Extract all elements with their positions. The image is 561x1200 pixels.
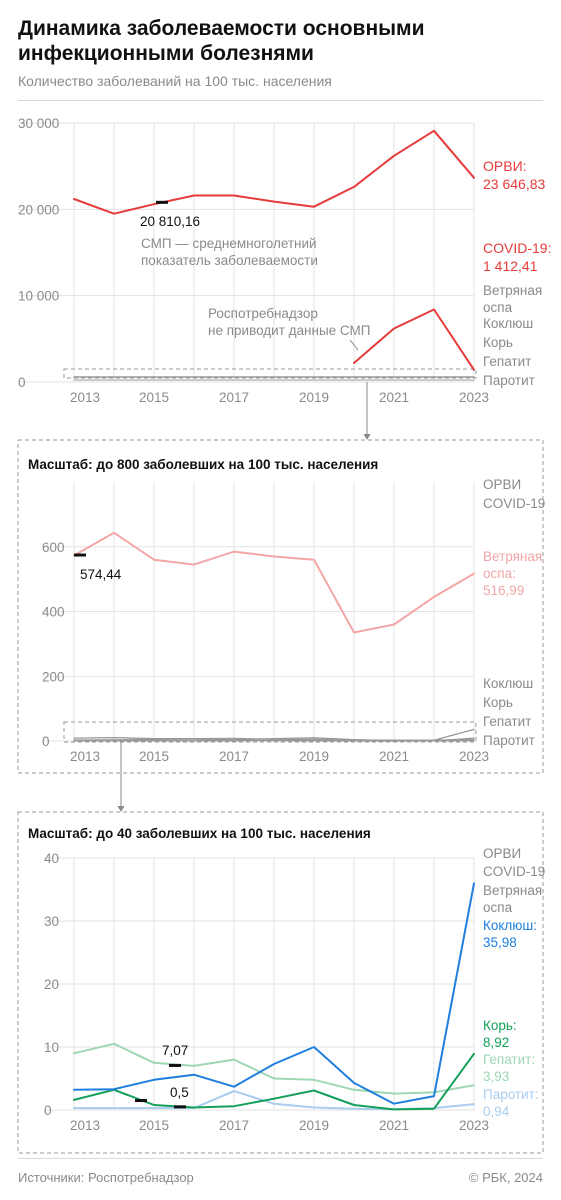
chart2-label-koklyush: Коклюш [483, 676, 533, 691]
copyright: © РБК, 2024 [468, 1170, 543, 1185]
chart1-label-parotit: Паротит [483, 373, 535, 388]
chart2-xtick: 2017 [219, 749, 249, 764]
divider [18, 100, 543, 101]
chart1-value-covid: 1 412,41 [483, 258, 538, 274]
chart3-xtick: 2017 [219, 1118, 249, 1133]
chart1-label-kor: Корь [483, 335, 513, 350]
chart3-label-kor: Корь: [483, 1018, 517, 1033]
chart2-label-parotit: Паротит [483, 733, 535, 748]
chart3-smp-label-kor: 0,5 [170, 1085, 189, 1100]
chart1-annotation: Роспотребнадзор [208, 306, 318, 321]
chart3-label-orvi: ОРВИ [483, 846, 521, 861]
page-title: Динамика заболеваемости основными инфекц… [18, 17, 425, 65]
chart3-ytick: 0 [44, 1103, 52, 1118]
chart2-box [17, 439, 544, 774]
chart1-annotation: не приводит данные СМП [208, 323, 370, 338]
divider [18, 1158, 543, 1159]
chart2-xtick: 2013 [70, 749, 100, 764]
chart1-line-orvi [73, 129, 475, 215]
chart3-xtick: 2023 [459, 1118, 489, 1133]
chart2-line-gepatit [73, 736, 475, 741]
chart1-ytick: 10 000 [18, 289, 59, 304]
zoom-arrow-2-head [117, 806, 125, 812]
chart1-line-covid [353, 308, 475, 371]
page-subtitle: Количество заболеваний на 100 тыс. насел… [18, 73, 332, 89]
chart2-ytick: 200 [42, 669, 65, 684]
chart2-ytick: 400 [42, 605, 65, 620]
chart3-label-vetryanka: оспа [483, 900, 513, 915]
chart1-annotation-leader [349, 339, 359, 351]
chart1-xtick: 2023 [459, 390, 489, 405]
chart2-label-kor: Корь [483, 695, 513, 710]
chart2-smp-label: 574,44 [80, 567, 122, 582]
chart1-xtick: 2015 [139, 390, 169, 405]
chart2-title: Масштаб: до 800 заболевших на 100 тыс. н… [28, 457, 378, 472]
chart3-label-parotit: Паротит: [483, 1087, 539, 1102]
chart2-label-vetryanka: Ветряная [483, 549, 542, 564]
chart3-label-covid: COVID-19 [483, 864, 545, 879]
zoom-arrow-1-head [363, 434, 371, 440]
chart2-ytick: 0 [42, 734, 50, 749]
chart3-smp-label-koklyush: 7,07 [162, 1043, 188, 1058]
chart1-annotation: СМП — среднемноголетний [141, 236, 317, 251]
chart2-label-vetryanka: оспа: [483, 566, 516, 581]
chart3-ytick: 10 [44, 1040, 59, 1055]
chart3-label-gepatit: Гепатит: [483, 1052, 535, 1067]
chart1-label-covid: COVID-19: [483, 240, 551, 256]
chart3-value-koklyush: 35,98 [483, 935, 517, 950]
chart2-xtick: 2019 [299, 749, 329, 764]
chart1-smp-label: 20 810,16 [140, 214, 200, 229]
chart2-ytick: 600 [42, 540, 65, 555]
chart1-xtick: 2019 [299, 390, 329, 405]
chart3-xtick: 2015 [139, 1118, 169, 1133]
chart3-label-vetryanka: Ветряная [483, 883, 542, 898]
chart2-label-orvi: ОРВИ [483, 477, 521, 492]
chart1-ytick: 30 000 [18, 116, 59, 131]
chart3-value-kor: 8,92 [483, 1035, 509, 1050]
chart1-xtick: 2021 [379, 390, 409, 405]
chart3-xtick: 2013 [70, 1118, 100, 1133]
chart3-line-koklyush [73, 882, 475, 1105]
chart1-ytick: 20 000 [18, 202, 59, 217]
chart1-value-orvi: 23 646,83 [483, 176, 545, 192]
chart2-xtick: 2021 [379, 749, 409, 764]
chart1-ytick: 0 [18, 375, 26, 390]
chart2-value-vetryanka: 516,99 [483, 583, 524, 598]
chart2-line-vetryanka [73, 531, 475, 634]
chart1-label-koklyush: Коклюш [483, 316, 533, 331]
chart3-line-gepatit [73, 1042, 475, 1095]
chart3-ytick: 30 [44, 914, 59, 929]
chart3-label-koklyush: Коклюш: [483, 918, 537, 933]
chart1-zoom-band [63, 368, 477, 379]
chart2-label-covid: COVID-19 [483, 496, 545, 511]
chart1-xtick: 2013 [70, 390, 100, 405]
chart1-annotation: показатель заболеваемости [141, 253, 318, 268]
chart2-zoom-band [63, 721, 477, 743]
chart3-ytick: 20 [44, 977, 59, 992]
chart2-line-parotit [73, 739, 475, 742]
chart3-xtick: 2019 [299, 1118, 329, 1133]
chart1-label-vetryanka: оспа [483, 300, 513, 315]
chart2-xtick: 2015 [139, 749, 169, 764]
chart1-label-vetryanka: Ветряная [483, 283, 542, 298]
chart3-ytick: 40 [44, 851, 59, 866]
chart3-title: Масштаб: до 40 заболевших на 100 тыс. на… [28, 826, 371, 841]
source-note: Источники: Роспотребнадзор [18, 1170, 194, 1185]
chart3-value-parotit: 0,94 [483, 1104, 510, 1119]
chart2-xtick: 2023 [459, 749, 489, 764]
chart3-box [17, 811, 544, 1154]
chart2-label-gepatit: Гепатит [483, 714, 531, 729]
chart1-label-orvi: ОРВИ: [483, 158, 527, 174]
chart3-xtick: 2021 [379, 1118, 409, 1133]
chart1-xtick: 2017 [219, 390, 249, 405]
chart3-value-gepatit: 3,93 [483, 1069, 509, 1084]
chart1-label-gepatit: Гепатит [483, 354, 531, 369]
